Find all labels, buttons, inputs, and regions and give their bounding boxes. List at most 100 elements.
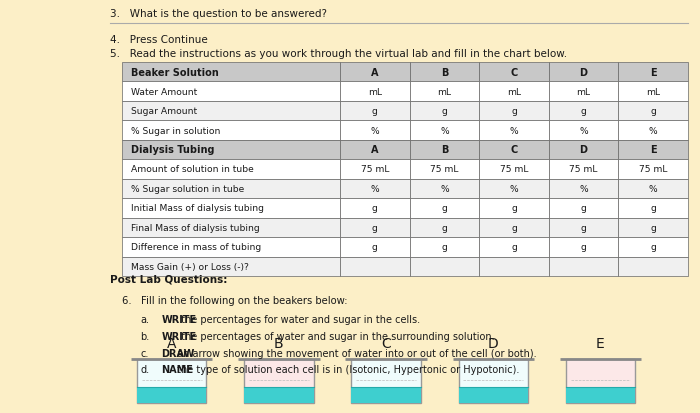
Bar [618, 237, 688, 257]
Text: Sugar Amount: Sugar Amount [131, 107, 197, 116]
Bar [340, 218, 410, 237]
Bar [410, 218, 480, 237]
Text: WRITE: WRITE [161, 315, 196, 325]
Bar [410, 179, 480, 199]
Text: g: g [442, 107, 447, 116]
Text: d.: d. [140, 364, 149, 374]
Bar [351, 359, 421, 403]
Text: g: g [372, 243, 378, 252]
Text: % Sugar solution in tube: % Sugar solution in tube [131, 185, 244, 193]
Bar [122, 82, 340, 102]
Text: Beaker Solution: Beaker Solution [131, 67, 218, 78]
Text: D: D [580, 67, 587, 78]
Text: %: % [649, 185, 657, 193]
Text: 75 mL: 75 mL [639, 165, 667, 174]
Bar [122, 257, 340, 276]
Text: C: C [510, 145, 517, 155]
Bar [618, 160, 688, 179]
Text: 75 mL: 75 mL [569, 165, 598, 174]
Text: D: D [580, 145, 587, 155]
Bar [549, 218, 618, 237]
Text: b.: b. [140, 331, 149, 341]
Text: g: g [580, 223, 587, 232]
Text: g: g [372, 223, 378, 232]
Text: 75 mL: 75 mL [500, 165, 528, 174]
Bar [340, 121, 410, 140]
Text: g: g [442, 223, 447, 232]
Bar [480, 82, 549, 102]
Text: Amount of solution in tube: Amount of solution in tube [131, 165, 253, 174]
Text: B: B [441, 67, 448, 78]
Text: Difference in mass of tubing: Difference in mass of tubing [131, 243, 261, 252]
Text: 75 mL: 75 mL [360, 165, 389, 174]
Bar [410, 140, 480, 160]
Text: E: E [650, 145, 657, 155]
Text: %: % [510, 185, 518, 193]
Bar [618, 218, 688, 237]
Bar [122, 121, 340, 140]
Text: g: g [442, 243, 447, 252]
Text: the type of solution each cell is in (Isotonic, Hypertonic or Hypotonic).: the type of solution each cell is in (Is… [174, 364, 520, 374]
Bar [480, 102, 549, 121]
Bar [618, 121, 688, 140]
Text: Water Amount: Water Amount [131, 88, 197, 96]
Bar [410, 160, 480, 179]
Bar [480, 63, 549, 82]
Bar [480, 237, 549, 257]
Text: A: A [167, 337, 176, 351]
Bar [549, 199, 618, 218]
Text: the percentages of water and sugar in the surrounding solution.: the percentages of water and sugar in th… [178, 331, 494, 341]
Text: 6.   Fill in the following on the beakers below:: 6. Fill in the following on the beakers … [122, 296, 348, 306]
Text: %: % [510, 126, 518, 135]
Bar [340, 102, 410, 121]
Text: B: B [274, 337, 284, 351]
Text: Mass Gain (+) or Loss (-)?: Mass Gain (+) or Loss (-)? [131, 262, 248, 271]
Bar [122, 179, 340, 199]
Text: 4.   Press Continue: 4. Press Continue [110, 35, 208, 45]
Bar [137, 359, 206, 403]
Text: an arrow showing the movement of water into or out of the cell (or both).: an arrow showing the movement of water i… [174, 348, 537, 358]
Bar [618, 140, 688, 160]
Bar [618, 257, 688, 276]
Bar [549, 179, 618, 199]
Text: B: B [441, 145, 448, 155]
Text: WRITE: WRITE [161, 331, 196, 341]
Bar [410, 82, 480, 102]
Bar [340, 199, 410, 218]
Bar [618, 199, 688, 218]
Text: g: g [580, 243, 587, 252]
Bar [122, 63, 340, 82]
Text: %: % [370, 126, 379, 135]
Text: Post Lab Questions:: Post Lab Questions: [110, 274, 228, 284]
Text: g: g [650, 204, 656, 213]
Bar [410, 237, 480, 257]
Text: g: g [372, 204, 378, 213]
Text: mL: mL [507, 88, 521, 96]
Bar [618, 82, 688, 102]
Bar [480, 199, 549, 218]
Text: % Sugar in solution: % Sugar in solution [131, 126, 220, 135]
Bar [122, 102, 340, 121]
Bar [549, 160, 618, 179]
Bar [549, 102, 618, 121]
Text: E: E [596, 337, 605, 351]
Text: mL: mL [646, 88, 660, 96]
Bar [480, 257, 549, 276]
Bar [122, 160, 340, 179]
Bar [340, 140, 410, 160]
Text: A: A [371, 145, 379, 155]
Text: A: A [371, 67, 379, 78]
Text: Final Mass of dialysis tubing: Final Mass of dialysis tubing [131, 223, 260, 232]
Bar [410, 63, 480, 82]
Text: %: % [440, 185, 449, 193]
Bar [618, 179, 688, 199]
Bar [340, 237, 410, 257]
Bar [340, 160, 410, 179]
Text: Dialysis Tubing: Dialysis Tubing [131, 145, 214, 155]
Bar [549, 121, 618, 140]
Bar [566, 387, 635, 403]
Bar [480, 218, 549, 237]
Bar [480, 121, 549, 140]
Text: %: % [579, 126, 588, 135]
Text: g: g [650, 243, 656, 252]
